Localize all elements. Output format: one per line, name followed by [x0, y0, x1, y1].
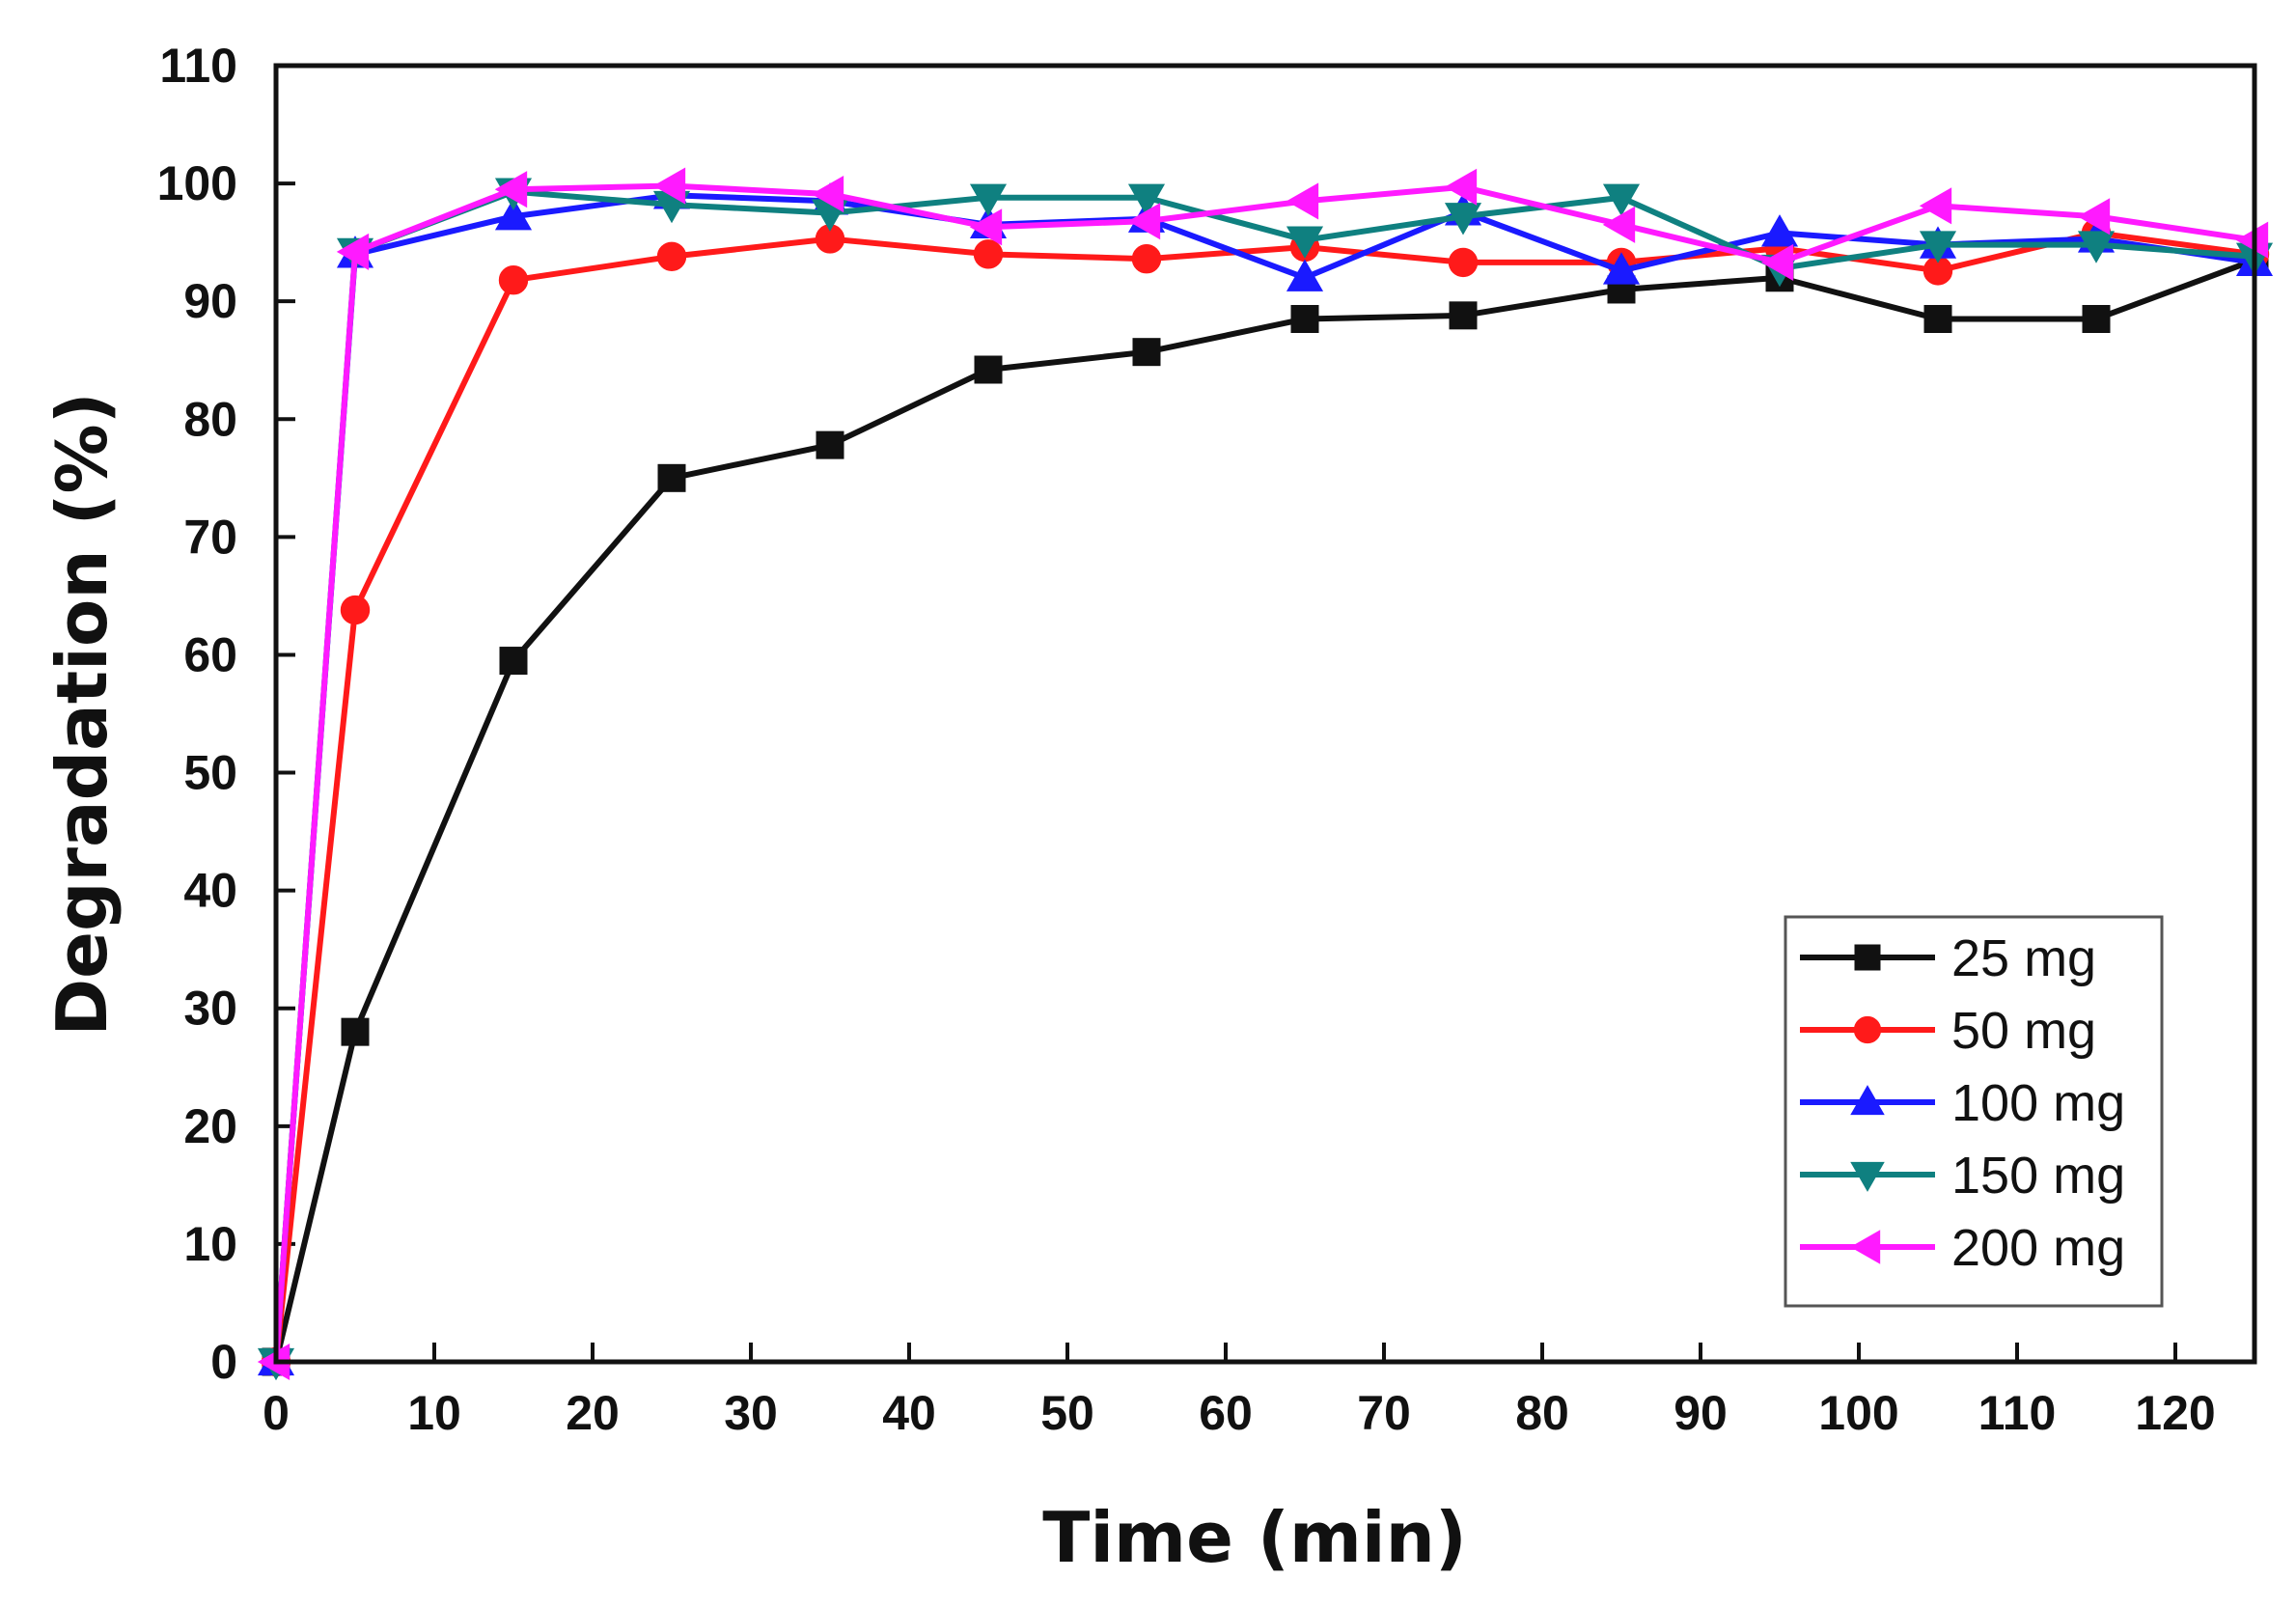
- data-point-25-mg: [1290, 304, 1319, 333]
- x-tick-label: 70: [1357, 1386, 1411, 1440]
- y-tick-label: 90: [183, 274, 237, 328]
- data-point-25-mg: [341, 1017, 370, 1046]
- data-point-100-mg: [494, 198, 533, 231]
- data-point-150-mg: [1602, 183, 1641, 216]
- x-tick-label: 90: [1674, 1386, 1728, 1440]
- x-axis-title: Time (min): [1042, 1497, 1467, 1578]
- legend-item-200-mg: 200 mg: [1800, 1219, 2125, 1277]
- data-point-100-mg: [1760, 214, 1799, 247]
- data-point-50-mg: [498, 265, 529, 295]
- data-point-25-mg: [974, 355, 1003, 384]
- legend-label: 150 mg: [1951, 1147, 2125, 1205]
- series-line-200-mg: [273, 182, 2255, 1363]
- series-line-25-mg: [273, 257, 2256, 1363]
- legend-label: 100 mg: [1951, 1074, 2125, 1132]
- data-point-200-mg: [811, 176, 844, 213]
- x-tick-label: 120: [2135, 1386, 2215, 1440]
- data-point-200-mg: [1286, 182, 1319, 220]
- series-line-100-mg: [273, 192, 2255, 1363]
- legend-item-50-mg: 50 mg: [1800, 1002, 2096, 1060]
- data-point-200-mg: [1444, 168, 1478, 206]
- data-point-200-mg: [1919, 187, 1952, 225]
- legend-item-150-mg: 150 mg: [1800, 1147, 2125, 1205]
- y-tick-label: 70: [183, 510, 237, 564]
- legend-marker-25-mg: [1854, 944, 1881, 971]
- data-point-100-mg: [1286, 259, 1324, 291]
- data-point-150-mg: [1286, 226, 1324, 259]
- data-point-200-mg: [652, 167, 686, 205]
- legend-label: 25 mg: [1951, 929, 2096, 987]
- y-tick-label: 40: [183, 864, 237, 918]
- series-layer: [257, 167, 2274, 1381]
- data-point-200-mg: [1127, 203, 1161, 240]
- y-tick-label: 0: [210, 1335, 237, 1389]
- y-tick-label: 30: [183, 982, 237, 1036]
- legend-marker-150-mg: [1850, 1161, 1885, 1192]
- data-point-25-mg: [1923, 304, 1952, 333]
- series-line-150-mg: [273, 188, 2255, 1363]
- legend-marker-100-mg: [1850, 1085, 1885, 1116]
- x-tick-label: 0: [263, 1386, 290, 1440]
- legend-marker-50-mg: [1853, 1015, 1882, 1044]
- x-tick-label: 80: [1515, 1386, 1569, 1440]
- data-point-50-mg: [1131, 244, 1162, 274]
- data-point-200-mg: [1760, 243, 1794, 281]
- data-point-200-mg: [969, 208, 1003, 246]
- x-tick-label: 110: [1978, 1386, 2057, 1440]
- data-point-100-mg: [1602, 252, 1641, 285]
- data-point-50-mg: [340, 595, 371, 625]
- series-line-50-mg: [273, 230, 2255, 1363]
- data-point-25-mg: [2082, 304, 2111, 333]
- x-tick-label: 10: [407, 1386, 461, 1440]
- legend-item-100-mg: 100 mg: [1800, 1074, 2125, 1132]
- data-point-150-mg: [2077, 231, 2116, 263]
- legend-box: [1784, 915, 2164, 1308]
- legend-label: 50 mg: [1951, 1002, 2096, 1060]
- data-point-150-mg: [1919, 231, 1957, 263]
- data-point-25-mg: [499, 647, 528, 676]
- y-tick-label: 10: [183, 1217, 237, 1271]
- x-axis-ticks: 0 10 20 30 40 50 60 70 80 90 100 110 120: [263, 1343, 2216, 1440]
- data-point-150-mg: [1444, 203, 1482, 236]
- legend-item-25-mg: 25 mg: [1800, 929, 2096, 987]
- data-point-200-mg: [336, 233, 370, 270]
- y-tick-label: 100: [157, 156, 237, 210]
- y-axis-ticks: 0 10 20 30 40 50 60 70 80 90 100 110: [157, 39, 295, 1389]
- data-point-25-mg: [657, 463, 686, 492]
- y-tick-label: 80: [183, 392, 237, 446]
- data-point-150-mg: [969, 183, 1008, 216]
- x-tick-label: 100: [1818, 1386, 1898, 1440]
- x-tick-label: 50: [1040, 1386, 1094, 1440]
- x-tick-label: 30: [724, 1386, 778, 1440]
- x-tick-label: 20: [566, 1386, 620, 1440]
- data-point-50-mg: [656, 241, 687, 271]
- data-point-200-mg: [1602, 206, 1636, 243]
- data-point-200-mg: [2077, 198, 2111, 236]
- legend-marker-200-mg: [1850, 1230, 1881, 1264]
- y-tick-label: 50: [183, 746, 237, 800]
- y-tick-label: 20: [183, 1099, 237, 1153]
- data-point-25-mg: [1449, 301, 1478, 330]
- data-point-50-mg: [973, 239, 1004, 269]
- plot-area-frame: [273, 63, 2257, 1365]
- y-tick-label: 110: [159, 39, 237, 93]
- data-point-200-mg: [494, 171, 528, 208]
- y-axis-title: Degradation (%): [41, 392, 123, 1036]
- x-tick-label: 40: [882, 1386, 936, 1440]
- x-tick-label: 60: [1199, 1386, 1253, 1440]
- data-point-25-mg: [1132, 338, 1161, 367]
- data-point-150-mg: [1127, 183, 1166, 216]
- series-200-mg: [257, 167, 2269, 1381]
- data-point-25-mg: [816, 430, 844, 459]
- legend: 25 mg 50 mg 100 mg 150 mg 200 mg: [1784, 915, 2164, 1308]
- data-point-50-mg: [1448, 247, 1479, 278]
- legend-label: 200 mg: [1951, 1219, 2125, 1277]
- y-tick-label: 60: [183, 627, 237, 681]
